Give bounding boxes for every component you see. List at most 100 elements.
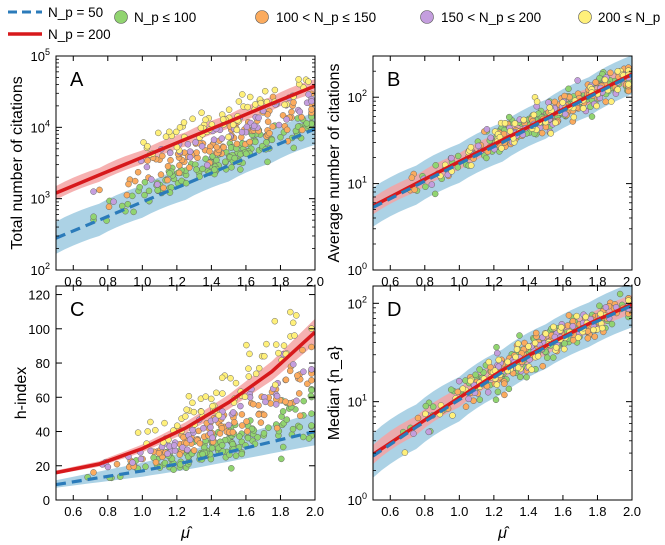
x-tick-label: 1.4	[202, 504, 220, 519]
scatter-point	[237, 402, 244, 410]
scatter-point	[462, 403, 470, 410]
legend-bin3-label: 150 < N_p ≤ 200	[441, 10, 541, 25]
scatter-point	[213, 389, 220, 397]
x-tick-label: 0.8	[416, 504, 434, 519]
y-tick-label: 100	[28, 322, 50, 337]
y-tick-label: 60	[36, 390, 50, 405]
scatter-point	[264, 158, 271, 166]
scatter-point	[271, 317, 279, 325]
scatter-point	[206, 148, 213, 155]
scatter-point	[141, 191, 148, 199]
scatter-point	[277, 133, 284, 141]
x-tick-label: 0.8	[99, 274, 117, 289]
y-tick-label: 102	[348, 88, 367, 105]
line-np200-a	[56, 84, 315, 195]
x-tick-label: 2.0	[623, 274, 641, 289]
scatter-point	[166, 170, 173, 177]
scatter-point	[176, 162, 183, 169]
scatter-point	[192, 139, 199, 146]
scatter-point	[186, 148, 194, 155]
scatter-point	[250, 122, 258, 130]
scatter-point	[504, 358, 511, 366]
y-tick-label: 102	[31, 261, 50, 278]
scatter-point	[308, 422, 315, 429]
scatter-point	[449, 412, 456, 419]
scatter-point	[591, 333, 599, 340]
scatter-point	[308, 410, 315, 417]
scatter-point	[202, 155, 209, 163]
scatter-point	[283, 126, 291, 134]
scatter-point	[218, 135, 226, 142]
scatter-point	[261, 87, 269, 95]
scatter-point	[551, 98, 558, 106]
scatter-point	[263, 139, 270, 146]
scatter-point	[235, 98, 243, 105]
scatter-point	[305, 91, 312, 98]
scatter-point	[454, 152, 462, 160]
scatter-point	[625, 81, 632, 88]
scatter-point	[141, 178, 149, 186]
scatter-point	[225, 133, 232, 141]
scatter-point	[532, 329, 540, 337]
scatter-point	[279, 112, 287, 119]
scatter-point	[280, 342, 288, 349]
scatter-point	[190, 408, 198, 416]
y-tick-label: 100	[348, 491, 367, 508]
x-tick-label: 0.6	[381, 504, 399, 519]
scatter-point	[308, 343, 315, 351]
scatter-point	[213, 156, 220, 164]
legend-bin1-marker	[114, 10, 128, 24]
scatter-point	[574, 77, 581, 84]
scatter-point	[614, 68, 622, 75]
scatter-point	[257, 99, 265, 107]
scatter-point	[164, 176, 171, 184]
x-tick-label: 1.6	[554, 504, 572, 519]
scatter-point	[241, 393, 249, 401]
scatter-point	[272, 401, 280, 408]
scatter-point	[569, 336, 577, 344]
scatter-point	[233, 140, 241, 148]
scatter-point	[580, 105, 587, 112]
scatter-point	[130, 208, 137, 216]
scatter-point	[459, 385, 467, 392]
x-tick-label: 1.2	[168, 274, 186, 289]
scatter-point	[286, 367, 294, 375]
scatter-point	[570, 113, 578, 121]
scatter-point	[283, 416, 291, 423]
scatter-point	[162, 133, 170, 140]
scatter-point	[213, 143, 220, 151]
scatter-point	[299, 346, 306, 354]
scatter-point	[512, 353, 519, 361]
scatter-point	[601, 76, 609, 84]
scatter-point	[229, 121, 237, 128]
scatter-point	[184, 141, 192, 148]
scatter-point	[408, 174, 416, 181]
scatter-point	[401, 449, 409, 456]
scatter-point	[596, 302, 603, 310]
x-tick-label: 1.6	[237, 274, 255, 289]
scatter-point	[432, 162, 439, 169]
scatter-point	[175, 169, 183, 177]
scatter-point	[159, 152, 166, 160]
scatter-point	[584, 335, 592, 342]
scatter-point	[155, 449, 163, 457]
x-tick-label: 1.8	[271, 504, 289, 519]
scatter-point	[244, 103, 251, 111]
scatter-point	[298, 126, 306, 134]
scatter-point	[232, 452, 240, 459]
scatter-point	[129, 192, 136, 200]
scatter-point	[573, 312, 580, 320]
scatter-point	[148, 176, 155, 183]
scatter-point	[569, 323, 577, 330]
y-tick-label: 103	[31, 190, 50, 207]
scatter-point	[561, 92, 568, 100]
x-tick-label: 1.4	[519, 504, 537, 519]
scatter-point	[465, 395, 472, 403]
scatter-point	[255, 114, 262, 122]
x-tick-label: 0.8	[99, 504, 117, 519]
scatter-point	[211, 166, 218, 173]
scatter-point	[257, 419, 265, 426]
scatter-point	[599, 324, 606, 332]
scatter-point	[543, 354, 551, 361]
scatter-point	[289, 319, 297, 327]
